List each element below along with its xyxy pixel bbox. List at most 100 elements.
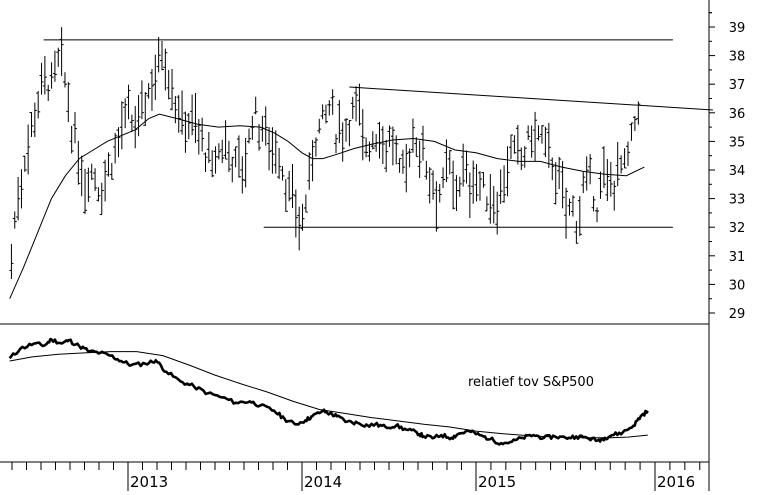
price-bar xyxy=(615,141,620,187)
price-bar xyxy=(159,41,164,71)
price-bar xyxy=(380,126,385,165)
price-bar xyxy=(344,118,349,142)
price-bar xyxy=(636,101,641,125)
price-bar xyxy=(196,119,201,155)
price-bar xyxy=(236,135,241,178)
price-bar xyxy=(512,135,517,154)
price-bar xyxy=(290,164,295,209)
price-bar xyxy=(136,95,141,137)
price-bar xyxy=(19,169,24,209)
price-bar xyxy=(564,187,569,239)
price-bar xyxy=(123,98,128,129)
price-bar xyxy=(293,189,298,238)
price-bar xyxy=(605,159,610,201)
y-tick-label: 30 xyxy=(729,278,746,293)
price-bar xyxy=(86,167,91,202)
price-bar xyxy=(387,125,392,147)
relative-average-line xyxy=(9,351,648,439)
price-bar xyxy=(109,162,114,180)
price-bar xyxy=(330,89,335,115)
price-bar xyxy=(457,176,462,197)
price-bar xyxy=(203,152,208,172)
y-tick-label: 34 xyxy=(729,164,746,179)
price-bar xyxy=(56,47,61,67)
price-bar xyxy=(584,156,589,191)
price-bar xyxy=(498,169,503,204)
price-bar xyxy=(180,90,185,135)
price-bar xyxy=(12,211,17,229)
price-bar xyxy=(464,150,469,184)
price-bar xyxy=(133,106,138,149)
price-bar xyxy=(427,167,432,204)
price-bar xyxy=(32,102,37,138)
moving-average-line xyxy=(9,113,645,299)
relative-strength-line xyxy=(8,337,649,446)
price-bar xyxy=(116,127,121,158)
price-bar xyxy=(16,176,21,221)
price-bar xyxy=(246,128,251,144)
price-bar xyxy=(106,152,111,177)
y-tick-label: 37 xyxy=(729,78,746,93)
price-bar xyxy=(354,86,359,122)
price-bar xyxy=(327,100,332,116)
price-bar xyxy=(560,160,565,209)
price-bar xyxy=(347,120,352,147)
price-bar xyxy=(577,196,582,237)
price-bar xyxy=(163,48,168,91)
price-bar xyxy=(484,196,489,212)
price-bar xyxy=(69,125,74,154)
price-bar xyxy=(206,132,211,164)
price-bar xyxy=(263,106,268,146)
price-bar xyxy=(414,137,419,157)
price-bar xyxy=(340,122,345,162)
y-tick-label: 36 xyxy=(729,107,746,122)
price-bar xyxy=(598,171,603,199)
price-bar xyxy=(83,168,88,215)
y-tick-label: 29 xyxy=(729,307,746,322)
price-bar xyxy=(72,112,77,144)
x-tick-label: 2013 xyxy=(130,473,168,491)
price-bar xyxy=(119,101,124,150)
price-bar xyxy=(477,171,482,201)
price-bar xyxy=(176,95,181,133)
price-bar xyxy=(52,50,57,82)
price-bar xyxy=(220,139,225,164)
price-bar xyxy=(529,125,534,158)
price-bar xyxy=(508,134,513,160)
price-bar xyxy=(300,203,305,231)
price-bar xyxy=(632,115,637,131)
price-bar xyxy=(364,137,369,158)
price-bar xyxy=(42,55,47,95)
price-bar xyxy=(515,124,520,165)
price-bar xyxy=(22,155,27,172)
price-bar xyxy=(62,72,67,88)
price-bar xyxy=(481,172,486,188)
price-bar xyxy=(257,124,262,151)
price-bar xyxy=(574,220,579,244)
price-bar xyxy=(216,143,221,160)
price-bar xyxy=(310,140,315,182)
price-bar xyxy=(431,170,436,200)
price-bar xyxy=(350,96,355,119)
price-bar xyxy=(591,196,596,212)
price-bar xyxy=(471,160,476,204)
price-bar xyxy=(129,114,134,132)
price-bar xyxy=(400,149,405,174)
price-bar xyxy=(488,174,493,224)
price-bar xyxy=(170,68,175,111)
price-bar xyxy=(404,143,409,193)
price-bar xyxy=(437,183,442,203)
price-bar xyxy=(410,118,415,153)
price-bar xyxy=(190,94,195,136)
price-bar xyxy=(46,84,51,101)
price-bar xyxy=(567,198,572,216)
price-bar xyxy=(608,161,613,197)
chart-axes: 29 30 31 32 33 34 35 36 37 38 39 2013 2014 2015 2016 xyxy=(0,0,745,491)
price-bar xyxy=(267,126,272,171)
price-bar xyxy=(619,155,624,174)
price-bar xyxy=(407,148,412,168)
price-bar xyxy=(230,156,235,183)
price-bar xyxy=(612,180,617,211)
y-tick-label: 38 xyxy=(729,50,746,65)
